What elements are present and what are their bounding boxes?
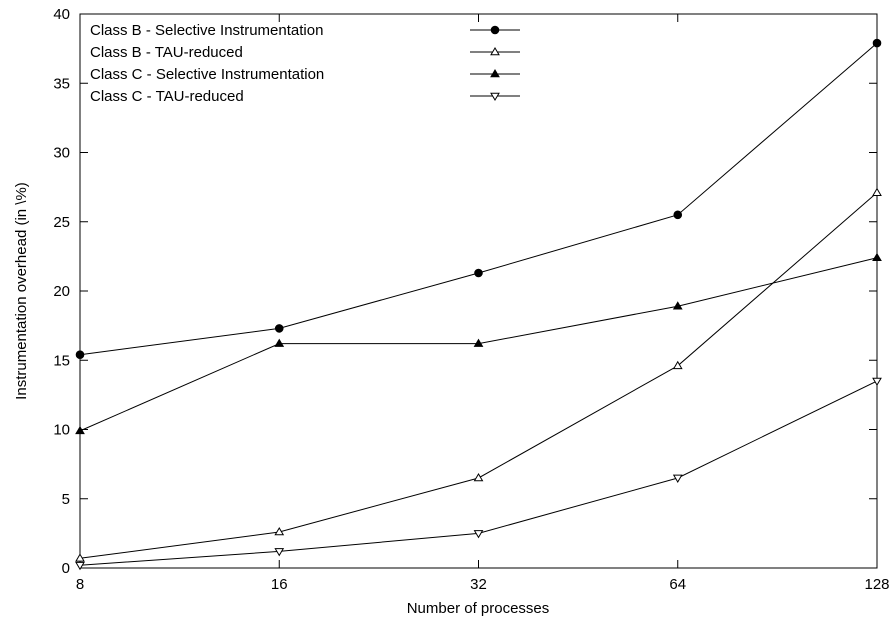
x-tick-label: 32	[470, 576, 487, 593]
data-point	[274, 548, 285, 557]
series-4	[75, 377, 882, 571]
legend: Class B - Selective Instrumentation Class…	[90, 22, 520, 105]
x-tick-label: 16	[271, 576, 288, 593]
data-point	[872, 38, 882, 48]
y-tick-label: 30	[53, 145, 70, 162]
series-3	[75, 252, 882, 435]
y-tick-label: 10	[53, 422, 70, 439]
data-point	[474, 268, 483, 278]
legend-label: Class C - Selective Instrumentation	[90, 66, 324, 83]
data-point	[872, 377, 882, 387]
legend-entry: Class B - TAU-reduced	[90, 44, 520, 61]
data-point	[274, 324, 284, 333]
series-layer	[75, 38, 882, 571]
legend-entry: Class B - Selective Instrumentation	[90, 22, 520, 39]
x-tick-label: 8	[76, 576, 84, 593]
legend-entry: Class C - Selective Instrumentation	[90, 66, 520, 83]
data-point	[473, 472, 484, 482]
y-tick-label: 40	[53, 6, 70, 23]
y-tick-label: 25	[53, 214, 70, 231]
y-axis-title: Instrumentation overhead (in \%)	[13, 182, 30, 400]
data-point	[672, 301, 683, 310]
data-point	[75, 425, 85, 435]
data-point	[473, 338, 484, 347]
data-point	[274, 338, 285, 347]
data-point	[473, 530, 484, 539]
legend-label: Class B - TAU-reduced	[90, 44, 243, 61]
y-tick-label: 20	[53, 283, 70, 300]
data-point	[75, 350, 85, 360]
legend-marker	[490, 92, 500, 101]
x-axis-title: Number of processes	[407, 600, 550, 617]
series-1	[75, 38, 882, 360]
x-tick-label: 128	[864, 576, 889, 593]
y-tick-label: 35	[53, 75, 70, 92]
legend-marker	[490, 69, 500, 78]
legend-label: Class C - TAU-reduced	[90, 88, 244, 105]
legend-marker	[490, 25, 500, 35]
series-line	[79, 192, 878, 559]
data-point	[75, 553, 85, 562]
legend-label: Class B - Selective Instrumentation	[90, 22, 323, 39]
data-point	[672, 474, 683, 483]
data-point	[872, 252, 882, 262]
legend-marker	[490, 47, 500, 56]
y-tick-label: 5	[62, 491, 70, 508]
data-point	[872, 187, 882, 196]
x-tick-label: 64	[669, 576, 686, 593]
data-point	[274, 527, 285, 536]
data-point	[673, 210, 683, 220]
x-axis: 8 16 32 64 128	[76, 14, 890, 593]
y-axis: 0 5 10 15 20 25 30 35 40	[53, 6, 877, 577]
series-2	[75, 187, 882, 562]
y-tick-label: 15	[53, 352, 70, 369]
y-tick-label: 0	[62, 560, 70, 577]
data-point	[672, 360, 683, 370]
legend-entry: Class C - TAU-reduced	[90, 88, 520, 105]
data-point	[75, 561, 85, 571]
